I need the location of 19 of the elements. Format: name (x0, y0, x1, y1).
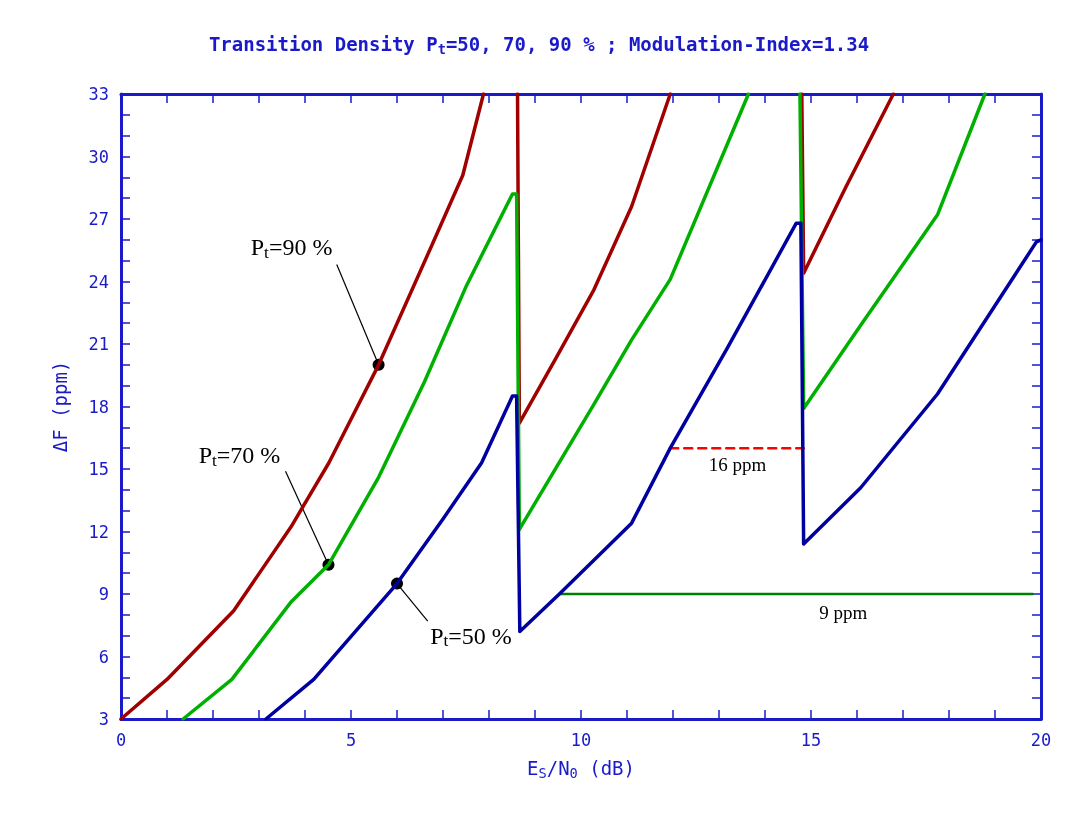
x-tick-label: 10 (570, 729, 592, 750)
y-tick-label: 6 (98, 646, 109, 667)
y-tick-label: 9 (98, 584, 109, 604)
y-tick-label: 30 (88, 146, 109, 167)
y-tick-label: 15 (88, 459, 109, 479)
x-tick-label: 20 (1030, 729, 1052, 750)
y-tick-label: 3 (98, 709, 109, 729)
annotation: 16 ppm (708, 453, 767, 475)
y-axis-title: ΔF (ppm) (48, 360, 71, 453)
y-tick-label: 27 (88, 209, 109, 229)
y-tick-label: 18 (88, 396, 109, 417)
y-tick-label: 12 (88, 521, 109, 542)
y-tick-label: 33 (88, 84, 109, 104)
y-tick-label: 21 (88, 334, 109, 354)
y-tick-label: 24 (88, 271, 109, 292)
x-tick-label: 0 (115, 729, 127, 750)
x-tick-label: 5 (345, 729, 357, 750)
x-tick-label: 15 (800, 729, 822, 750)
annotation: 9 ppm (819, 601, 868, 623)
